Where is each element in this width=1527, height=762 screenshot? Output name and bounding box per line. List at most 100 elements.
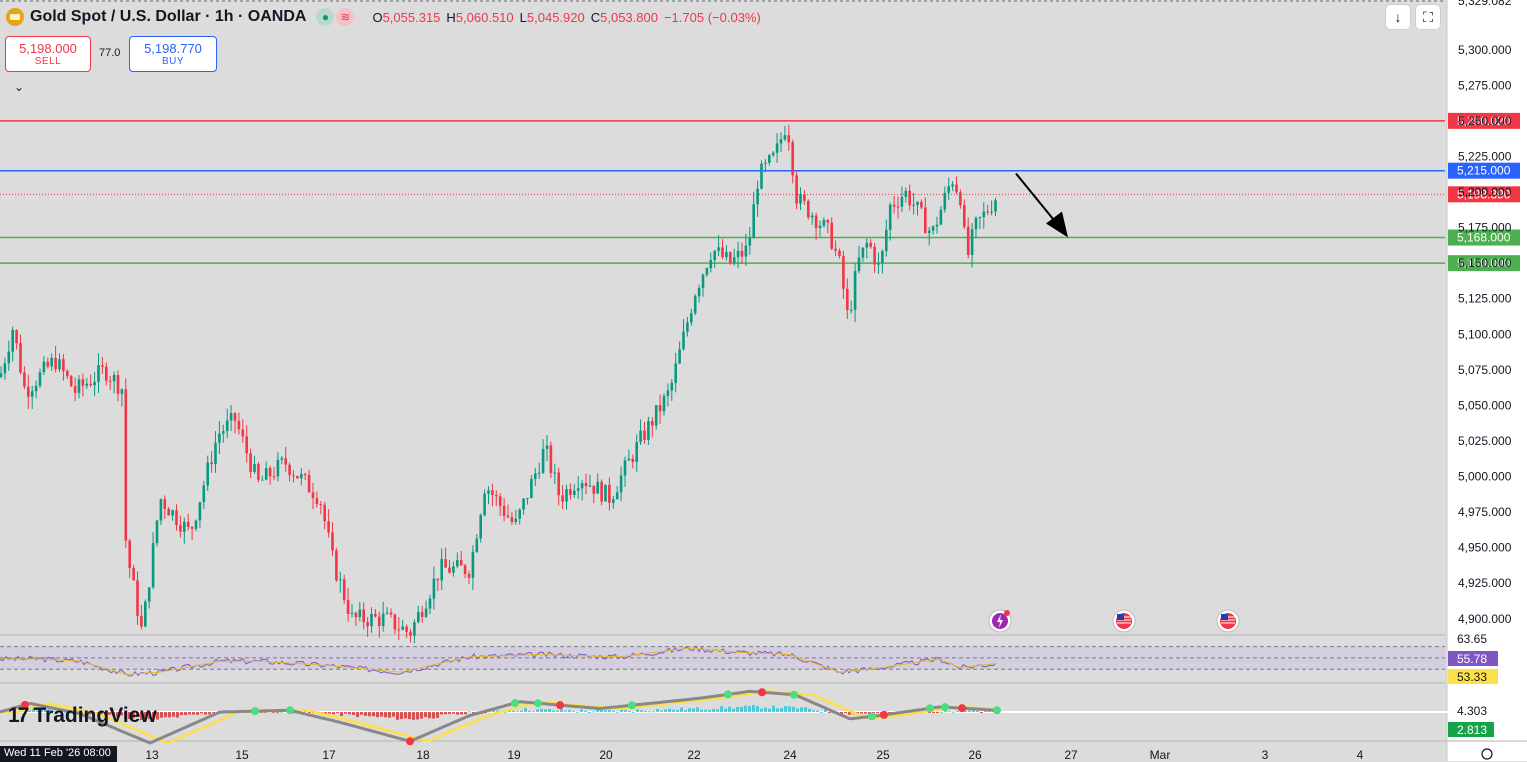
time-tick-label: 15 <box>235 748 249 761</box>
candle-body <box>779 139 783 144</box>
candle-body <box>752 204 755 239</box>
candle-body <box>257 464 260 480</box>
osc-cross-dot <box>628 701 636 710</box>
osc-histogram-bar <box>756 706 759 712</box>
trend-arrow[interactable] <box>1015 172 1068 238</box>
candle-body <box>986 211 989 213</box>
time-axis[interactable]: 13 15 17 18 19 20 22 24 25 26 27 Mar 3 4 <box>145 748 1493 761</box>
candle-body <box>912 204 915 206</box>
candle-body <box>206 462 209 486</box>
arrow-shaft[interactable] <box>1015 172 1061 229</box>
osc-histogram-bar <box>368 712 371 717</box>
candle-body <box>670 382 674 391</box>
price-tick-label: 5,175.000 <box>1458 221 1512 235</box>
osc-tag <box>1448 722 1494 737</box>
osc-histogram-bar <box>720 706 723 712</box>
osc-histogram-bar <box>716 709 719 712</box>
osc-histogram-bar <box>872 712 875 713</box>
osc-histogram-bar <box>788 706 791 712</box>
candle-body <box>678 349 681 364</box>
osc-histogram-bar <box>360 712 363 715</box>
candle-body <box>842 256 845 289</box>
osc-histogram-bar <box>488 711 491 713</box>
osc-histogram-bar <box>100 712 103 715</box>
osc-cross-dot <box>880 710 888 719</box>
price-tick-label: 5,200.000 <box>1458 185 1512 199</box>
us-flag-event-icon[interactable] <box>1112 609 1136 633</box>
circle-dot-icon[interactable]: ● <box>316 8 335 26</box>
sell-button[interactable]: 5,198.000 SELL <box>5 36 91 72</box>
osc-cross-dot <box>790 690 798 699</box>
osc-histogram-bar <box>964 710 967 712</box>
osc-histogram-bar <box>24 711 27 713</box>
osc-histogram-bar <box>672 709 675 712</box>
us-flag-event-icon[interactable] <box>1216 609 1240 633</box>
osc-histogram-bar <box>640 710 643 712</box>
candle-body <box>66 370 69 377</box>
candle-body <box>116 375 120 394</box>
candle-body <box>569 489 572 495</box>
tradingview-logo: 17 TradingView <box>8 704 157 728</box>
osc-histogram-bar <box>732 708 735 712</box>
osc-cross-dot <box>406 737 414 746</box>
event-markers[interactable] <box>988 609 1240 633</box>
candle-body <box>920 201 923 208</box>
ohlc-key: H <box>446 9 456 25</box>
chevron-down-icon[interactable]: ⌄ <box>14 80 25 94</box>
symbol-title[interactable]: Gold Spot / U.S. Dollar · 1h · OANDA <box>30 8 307 25</box>
price-tick-label: 5,250.000 <box>1458 114 1512 128</box>
wave-icon[interactable]: ≋ <box>336 8 355 26</box>
candle-body <box>459 560 463 566</box>
candle-body <box>861 247 865 258</box>
candle-body <box>417 612 420 623</box>
candle-body <box>358 609 362 618</box>
candle-body <box>23 372 26 387</box>
osc-histogram-bar <box>680 707 683 712</box>
price-axis[interactable]: 5,300.000 5,275.000 5,250.000 5,225.000 5,20… <box>1458 0 1512 626</box>
arrow-down-icon[interactable]: ↓ <box>1386 5 1410 29</box>
osc-histogram-bar <box>692 708 695 712</box>
candle-body <box>693 296 697 314</box>
candle-body <box>179 525 182 532</box>
osc-label: 2.813 <box>1457 723 1487 737</box>
candle-body <box>366 622 369 627</box>
sell-price: 5,198.000 <box>19 41 77 56</box>
osc-histogram-bar <box>844 712 847 713</box>
candle-body <box>725 252 728 258</box>
candle-body <box>978 217 982 219</box>
osc-histogram-bar <box>180 712 183 716</box>
candle-body <box>424 608 428 617</box>
osc-histogram-bar <box>928 712 931 713</box>
osc-histogram-bar <box>876 712 879 713</box>
osc-histogram-bar <box>380 712 383 717</box>
osc-cross-dot <box>868 712 876 721</box>
settings-icon[interactable] <box>1481 748 1493 760</box>
osc-histogram-bar <box>172 712 175 717</box>
price-tick-label: 5,000.000 <box>1458 470 1512 484</box>
level-price-label: 5,250.020 <box>1457 114 1511 128</box>
candle-body <box>253 464 256 472</box>
candle-body <box>713 250 716 261</box>
fullscreen-icon[interactable]: ⛶ <box>1416 5 1440 29</box>
candle-body <box>487 490 490 494</box>
osc-histogram-bar <box>32 708 35 712</box>
candle-body <box>19 343 22 373</box>
rsi-tag <box>1448 669 1498 684</box>
arrow-head[interactable] <box>1046 211 1068 238</box>
osc-histogram-bar <box>528 710 531 712</box>
osc-histogram-bar <box>512 710 515 712</box>
candle-body <box>307 474 311 493</box>
horizontal-levels[interactable]: 5,250.020 5,215.000 5,198.390 5,168.000 5,15… <box>0 112 1520 272</box>
candle-body <box>428 598 432 609</box>
candle-body <box>108 380 112 382</box>
candle-body <box>814 215 818 229</box>
osc-cross-dot <box>286 706 294 715</box>
candle-body <box>717 247 720 251</box>
osc-histogram-bar <box>148 712 151 720</box>
lightning-event-icon[interactable] <box>988 609 1012 633</box>
price-tick-label: 5,329.082 <box>1458 0 1512 8</box>
buy-button[interactable]: 5,198.770 BUY <box>129 36 217 72</box>
candle-body <box>795 175 798 204</box>
osc-histogram-bar <box>620 709 623 712</box>
